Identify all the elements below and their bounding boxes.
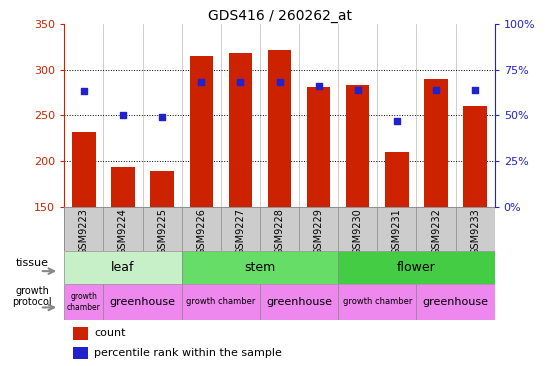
Bar — [150, 171, 174, 207]
Point — [432, 87, 440, 93]
Point — [471, 87, 480, 93]
Point — [197, 79, 206, 85]
Bar — [416, 284, 495, 320]
Bar — [64, 284, 103, 320]
Point — [119, 112, 127, 118]
Text: percentile rank within the sample: percentile rank within the sample — [94, 348, 282, 358]
Point — [392, 118, 401, 124]
Text: tissue: tissue — [16, 258, 49, 268]
Text: greenhouse: greenhouse — [266, 297, 332, 307]
Text: stem: stem — [244, 261, 276, 274]
Bar — [182, 251, 338, 284]
Point — [353, 87, 362, 93]
Point — [314, 83, 323, 89]
Text: leaf: leaf — [111, 261, 135, 274]
Bar — [111, 168, 135, 207]
Text: GSM9231: GSM9231 — [392, 208, 402, 255]
Text: growth protocol: growth protocol — [12, 285, 52, 307]
Bar — [346, 85, 369, 207]
Bar — [190, 56, 213, 207]
Text: GSM9224: GSM9224 — [118, 208, 128, 255]
Bar — [73, 327, 88, 340]
Bar — [103, 284, 182, 320]
Text: GSM9228: GSM9228 — [274, 208, 285, 255]
Point — [236, 79, 245, 85]
Bar — [338, 284, 416, 320]
Bar — [229, 53, 252, 207]
Bar — [307, 87, 330, 207]
Bar — [385, 152, 409, 207]
Bar — [72, 132, 96, 207]
Text: GSM9232: GSM9232 — [431, 208, 441, 255]
Text: count: count — [94, 329, 126, 339]
Point — [275, 79, 284, 85]
Text: greenhouse: greenhouse — [110, 297, 176, 307]
Point — [79, 89, 88, 94]
Text: growth chamber: growth chamber — [343, 298, 412, 306]
Text: GSM9227: GSM9227 — [235, 208, 245, 255]
Title: GDS416 / 260262_at: GDS416 / 260262_at — [207, 9, 352, 23]
Bar — [463, 106, 487, 207]
Bar — [260, 284, 338, 320]
Text: flower: flower — [397, 261, 436, 274]
Bar — [268, 50, 291, 207]
Bar — [424, 79, 448, 207]
Bar — [338, 251, 495, 284]
Text: GSM9223: GSM9223 — [79, 208, 89, 255]
Text: GSM9229: GSM9229 — [314, 208, 324, 255]
Bar — [182, 284, 260, 320]
Text: growth
chamber: growth chamber — [67, 292, 101, 312]
Text: growth chamber: growth chamber — [186, 298, 255, 306]
Text: GSM9230: GSM9230 — [353, 208, 363, 255]
Text: GSM9225: GSM9225 — [157, 208, 167, 255]
Text: greenhouse: greenhouse — [423, 297, 489, 307]
Point — [158, 114, 167, 120]
Text: GSM9233: GSM9233 — [470, 208, 480, 255]
Text: GSM9226: GSM9226 — [196, 208, 206, 255]
Bar — [64, 251, 182, 284]
Bar — [73, 347, 88, 359]
